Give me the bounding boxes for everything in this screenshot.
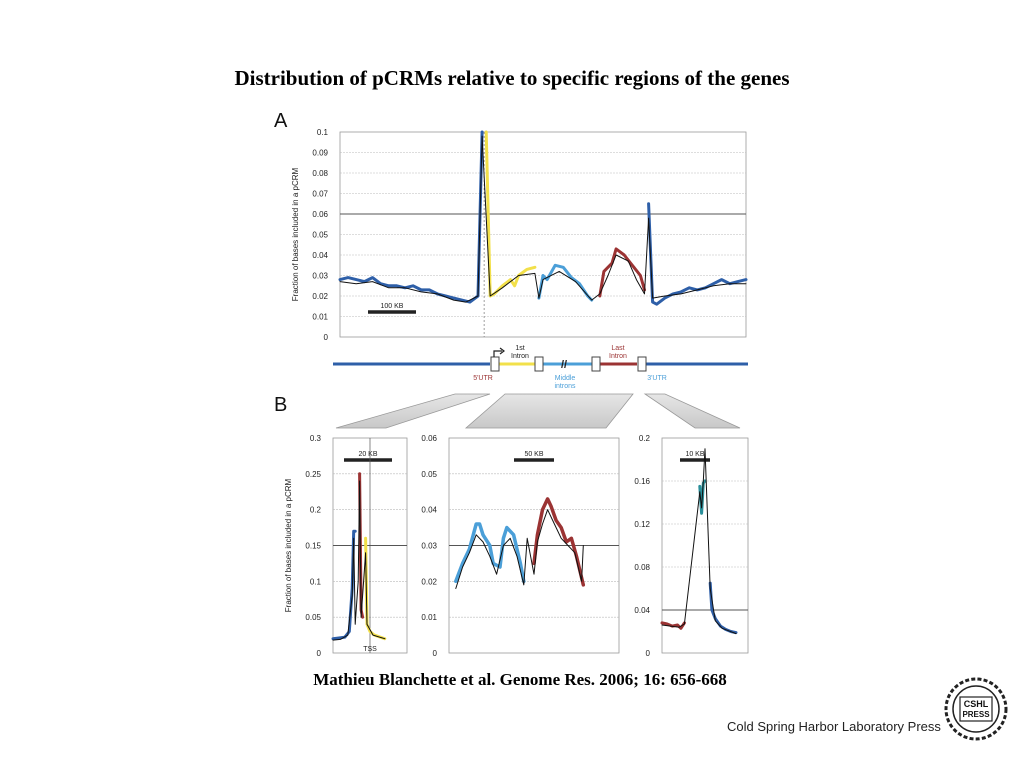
y-tick-label: 0.04 <box>421 506 437 515</box>
y-tick-label: 0.2 <box>639 434 651 443</box>
y-tick-label: 0 <box>433 649 438 658</box>
series-line-black-line <box>455 509 584 589</box>
y-tick-label: 0.12 <box>634 520 650 529</box>
series-line-dark-blue <box>331 529 357 641</box>
y-tick-label: 0.03 <box>421 542 437 551</box>
label-last-intron-1: Last <box>611 345 624 352</box>
y-axis-label: Fraction of bases included in a pCRM <box>284 478 293 612</box>
y-tick-label: 0.08 <box>634 563 650 572</box>
series-line-red <box>598 247 646 298</box>
label-first-intron-2: Intron <box>511 353 529 360</box>
y-tick-label: 0.01 <box>312 313 328 322</box>
panel-b-right-chart: 0.2 0.16 0.12 0.08 0.04 0 10 KB <box>634 434 749 658</box>
label-middle-introns-2: introns <box>554 383 576 390</box>
citation: Mathieu Blanchette et al. Genome Res. 20… <box>313 670 727 689</box>
tss-arrowhead-icon <box>499 347 505 355</box>
scale-bar-label: 20 KB <box>358 451 377 458</box>
logo-text-cshl: CSHL <box>964 699 989 709</box>
y-tick-label: 0.02 <box>421 577 437 586</box>
y-tick-label: 0.05 <box>312 231 328 240</box>
gene-diagram: // 5'UTR 1st Intron Middle introns Last … <box>333 345 748 390</box>
y-tick-label: 0.06 <box>312 210 328 219</box>
y-tick-label: 0.3 <box>310 434 322 443</box>
logo-text-press: PRESS <box>962 710 990 719</box>
y-tick-label: 0.16 <box>634 477 650 486</box>
y-tick-label: 0.25 <box>305 470 321 479</box>
panel-label-a: A <box>274 110 288 132</box>
y-tick-label: 0.03 <box>312 272 328 281</box>
series-line-red <box>532 497 586 587</box>
zoom-connector-left <box>335 393 491 429</box>
label-last-intron-2: Intron <box>609 353 627 360</box>
y-tick-label: 0.1 <box>317 128 329 137</box>
series-line-light-blue <box>454 522 526 584</box>
y-tick-label: 0.07 <box>312 190 328 199</box>
tss-arrow-icon <box>493 350 502 357</box>
panel-b-middle-chart: 0.06 0.05 0.04 0.03 0.02 0.01 0 50 KB <box>421 434 620 658</box>
y-tick-label: 0.06 <box>421 434 437 443</box>
exon-box <box>591 356 601 372</box>
series-line-black-line <box>339 135 747 303</box>
y-tick-label: 0.1 <box>310 577 322 586</box>
label-3utr: 3'UTR <box>647 375 667 382</box>
label-first-intron-1: 1st <box>515 345 524 352</box>
series-line-red <box>660 621 686 630</box>
panel-b-left-chart: 0.3 0.25 0.2 0.15 0.1 0.05 0 Fraction of bases … <box>284 434 408 658</box>
y-axis-label: Fraction of bases included in a pCRM <box>291 167 300 301</box>
break-mark: // <box>561 359 567 371</box>
series-line-black-line <box>661 448 737 635</box>
y-tick-label: 0 <box>646 649 651 658</box>
panel-a-chart: 0.1 0.09 0.08 0.07 0.06 0.05 0.04 0.03 0.02 0.01 0… <box>291 128 748 342</box>
y-tick-label: 0.04 <box>634 606 650 615</box>
series-line-dark-blue <box>338 130 484 304</box>
y-tick-label: 0.01 <box>421 613 437 622</box>
y-tick-label: 0.02 <box>312 292 328 301</box>
zoom-connector-right <box>643 393 741 429</box>
y-tick-label: 0.05 <box>421 470 437 479</box>
series-line-dark-blue <box>647 202 748 306</box>
logo-box <box>959 696 993 722</box>
y-tick-label: 0 <box>324 333 329 342</box>
y-tick-label: 0.15 <box>305 542 321 551</box>
scale-bar-label: 10 KB <box>685 451 704 458</box>
scale-bar-label: 100 KB <box>381 303 404 310</box>
plot-frame <box>661 437 749 654</box>
panel-label-b: B <box>274 394 287 416</box>
publisher-name: Cold Spring Harbor Laboratory Press <box>727 719 941 734</box>
tss-annotation: TSS <box>363 646 377 653</box>
cshl-press-logo: CSHL PRESS <box>944 677 1008 741</box>
label-5utr: 5'UTR <box>473 375 493 382</box>
y-tick-label: 0.05 <box>305 613 321 622</box>
exon-box <box>637 356 647 372</box>
exon-box <box>490 356 500 372</box>
series-line-black-line <box>332 480 386 641</box>
zoom-connector-middle <box>464 393 634 429</box>
slide-title: Distribution of pCRMs relative to specif… <box>234 66 790 90</box>
y-tick-label: 0.09 <box>312 149 328 158</box>
y-tick-label: 0.2 <box>310 506 322 515</box>
exon-box <box>534 356 544 372</box>
y-tick-label: 0.08 <box>312 169 328 178</box>
y-tick-label: 0.04 <box>312 251 328 260</box>
scale-bar-label: 50 KB <box>524 451 543 458</box>
label-middle-introns-1: Middle <box>555 375 576 382</box>
y-tick-label: 0 <box>317 649 322 658</box>
